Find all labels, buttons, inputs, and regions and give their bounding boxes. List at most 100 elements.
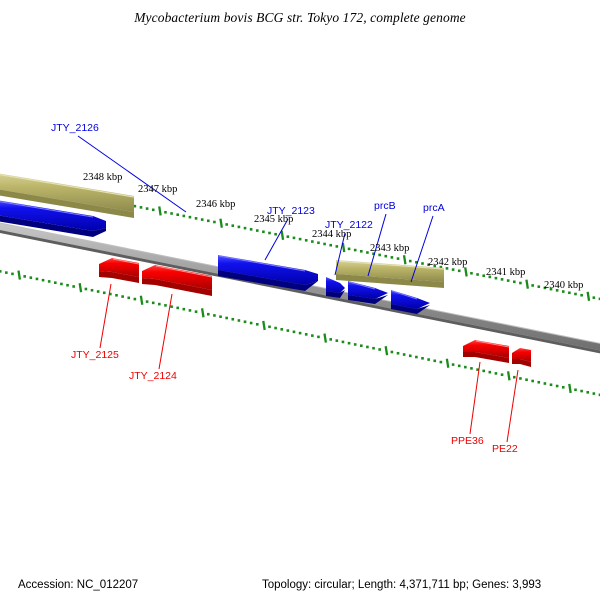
gene-label-text: prcA bbox=[423, 202, 445, 214]
gene-arrow-JTY_2124[interactable] bbox=[142, 265, 213, 296]
ruler-major-tick bbox=[525, 279, 529, 289]
gene-label-PE22[interactable]: PE22 bbox=[492, 369, 519, 455]
ruler-minor-tick bbox=[408, 259, 412, 263]
ruler-minor-tick bbox=[347, 341, 351, 345]
region-bar-right[interactable] bbox=[336, 260, 445, 288]
gene-label-prcB[interactable]: prcB bbox=[367, 200, 396, 277]
ruler-tick-label: 2343 kbp bbox=[370, 243, 409, 254]
ruler-minor-tick bbox=[102, 291, 106, 295]
ruler-minor-tick bbox=[549, 383, 553, 387]
ruler-major-tick bbox=[506, 371, 511, 381]
gene-label-PPE36[interactable]: PPE36 bbox=[451, 361, 484, 447]
ruler-minor-tick bbox=[292, 236, 296, 240]
ruler-minor-tick bbox=[47, 280, 51, 283]
ruler-minor-tick bbox=[561, 290, 565, 293]
ruler-minor-tick bbox=[274, 232, 277, 236]
ruler-minor-tick bbox=[592, 392, 596, 395]
region-bar-left[interactable] bbox=[0, 172, 135, 218]
ruler-minor-tick bbox=[200, 218, 204, 221]
gene-arrow-JTY_2125[interactable] bbox=[99, 258, 140, 283]
ruler-minor-tick bbox=[378, 253, 381, 257]
ruler-minor-tick bbox=[329, 243, 332, 247]
ruler-minor-tick bbox=[96, 290, 100, 293]
ruler-tick-label: 2340 kbp bbox=[544, 280, 583, 291]
gene-label-JTY_2124[interactable]: JTY_2124 bbox=[129, 293, 177, 382]
ruler-minor-tick bbox=[231, 224, 235, 227]
ruler-major-tick bbox=[262, 320, 266, 331]
gene-label-text: JTY_2125 bbox=[71, 349, 119, 361]
ruler-minor-tick bbox=[372, 252, 375, 256]
ruler-tick-label: 2345 kbp bbox=[254, 214, 293, 225]
ruler-minor-tick bbox=[329, 338, 332, 341]
ruler-tick-label: 2341 kbp bbox=[486, 267, 525, 278]
leader-line bbox=[99, 283, 112, 349]
gene-arrow-prcB[interactable] bbox=[348, 281, 388, 304]
ruler-minor-tick bbox=[298, 331, 302, 335]
ruler-minor-tick bbox=[311, 240, 314, 243]
ruler-minor-tick bbox=[207, 219, 210, 223]
ruler-minor-tick bbox=[182, 214, 186, 218]
ruler-minor-tick bbox=[390, 350, 394, 354]
gene-arrow-JTY_2123[interactable] bbox=[218, 255, 318, 291]
ruler-minor-tick bbox=[482, 274, 485, 277]
gene-arrow-PE22[interactable] bbox=[512, 348, 531, 367]
ruler-major-tick bbox=[78, 282, 83, 293]
ruler-minor-tick bbox=[555, 289, 559, 292]
ruler-major-tick bbox=[568, 383, 572, 394]
gene-label-JTY_2125[interactable]: JTY_2125 bbox=[71, 283, 119, 361]
ruler-minor-tick bbox=[60, 282, 63, 286]
ruler-minor-tick bbox=[243, 226, 247, 230]
gene-arrow-JTY_2122[interactable] bbox=[326, 277, 345, 298]
ruler-minor-tick bbox=[237, 319, 241, 322]
ruler-minor-tick bbox=[341, 340, 345, 344]
gene-arrow-JTY_2126[interactable] bbox=[0, 199, 106, 237]
ruler-minor-tick bbox=[304, 333, 308, 336]
ruler-minor-tick bbox=[439, 360, 443, 364]
ruler-minor-tick bbox=[145, 207, 149, 210]
ruler-major-tick bbox=[323, 333, 328, 343]
ruler-minor-tick bbox=[470, 367, 473, 370]
ruler-minor-tick bbox=[476, 273, 479, 276]
ruler-minor-tick bbox=[164, 210, 167, 214]
ruler-minor-tick bbox=[574, 388, 577, 392]
ruler-minor-tick bbox=[35, 277, 39, 281]
ruler-major-tick bbox=[384, 345, 389, 356]
ruler-minor-tick bbox=[445, 267, 449, 270]
ruler-minor-tick bbox=[286, 235, 290, 238]
gene-label-JTY_2122[interactable]: JTY_2122 bbox=[325, 219, 373, 276]
ruler-minor-tick bbox=[519, 377, 522, 380]
ruler-minor-tick bbox=[41, 278, 45, 282]
ruler-minor-tick bbox=[29, 276, 33, 279]
ruler-minor-tick bbox=[121, 295, 124, 298]
leader-line bbox=[334, 232, 346, 276]
ruler-minor-tick bbox=[317, 241, 320, 245]
ruler-minor-tick bbox=[231, 317, 235, 321]
ruler-minor-tick bbox=[531, 379, 534, 383]
ruler-minor-tick bbox=[164, 304, 167, 307]
ruler-minor-tick bbox=[219, 315, 222, 319]
leader-line bbox=[158, 293, 173, 370]
ruler-minor-tick bbox=[298, 237, 302, 241]
gene-label-prcA[interactable]: prcA bbox=[410, 202, 445, 283]
gene-label-JTY_2126[interactable]: JTY_2126 bbox=[51, 122, 187, 213]
ruler-minor-tick bbox=[304, 239, 308, 242]
ruler-minor-tick bbox=[561, 385, 565, 389]
ruler-minor-tick bbox=[109, 292, 112, 296]
ruler-minor-tick bbox=[262, 230, 265, 234]
ruler-major-tick bbox=[464, 267, 468, 277]
ruler-tick-label: 2347 kbp bbox=[138, 184, 177, 195]
ruler-minor-tick bbox=[360, 250, 363, 253]
ruler-tick-label: 2346 kbp bbox=[196, 199, 235, 210]
ruler-major-tick bbox=[219, 218, 223, 228]
ruler-minor-tick bbox=[494, 372, 498, 375]
leader-line bbox=[367, 213, 387, 277]
ruler-minor-tick bbox=[574, 292, 577, 296]
ruler-minor-tick bbox=[598, 297, 600, 301]
gene-label-JTY_2123[interactable]: JTY_2123 bbox=[264, 205, 315, 261]
ruler-minor-tick bbox=[555, 384, 559, 388]
gene-arrow-PPE36[interactable] bbox=[463, 340, 510, 363]
ruler-minor-tick bbox=[317, 335, 320, 339]
gene-arrow-prcA[interactable] bbox=[391, 290, 430, 314]
